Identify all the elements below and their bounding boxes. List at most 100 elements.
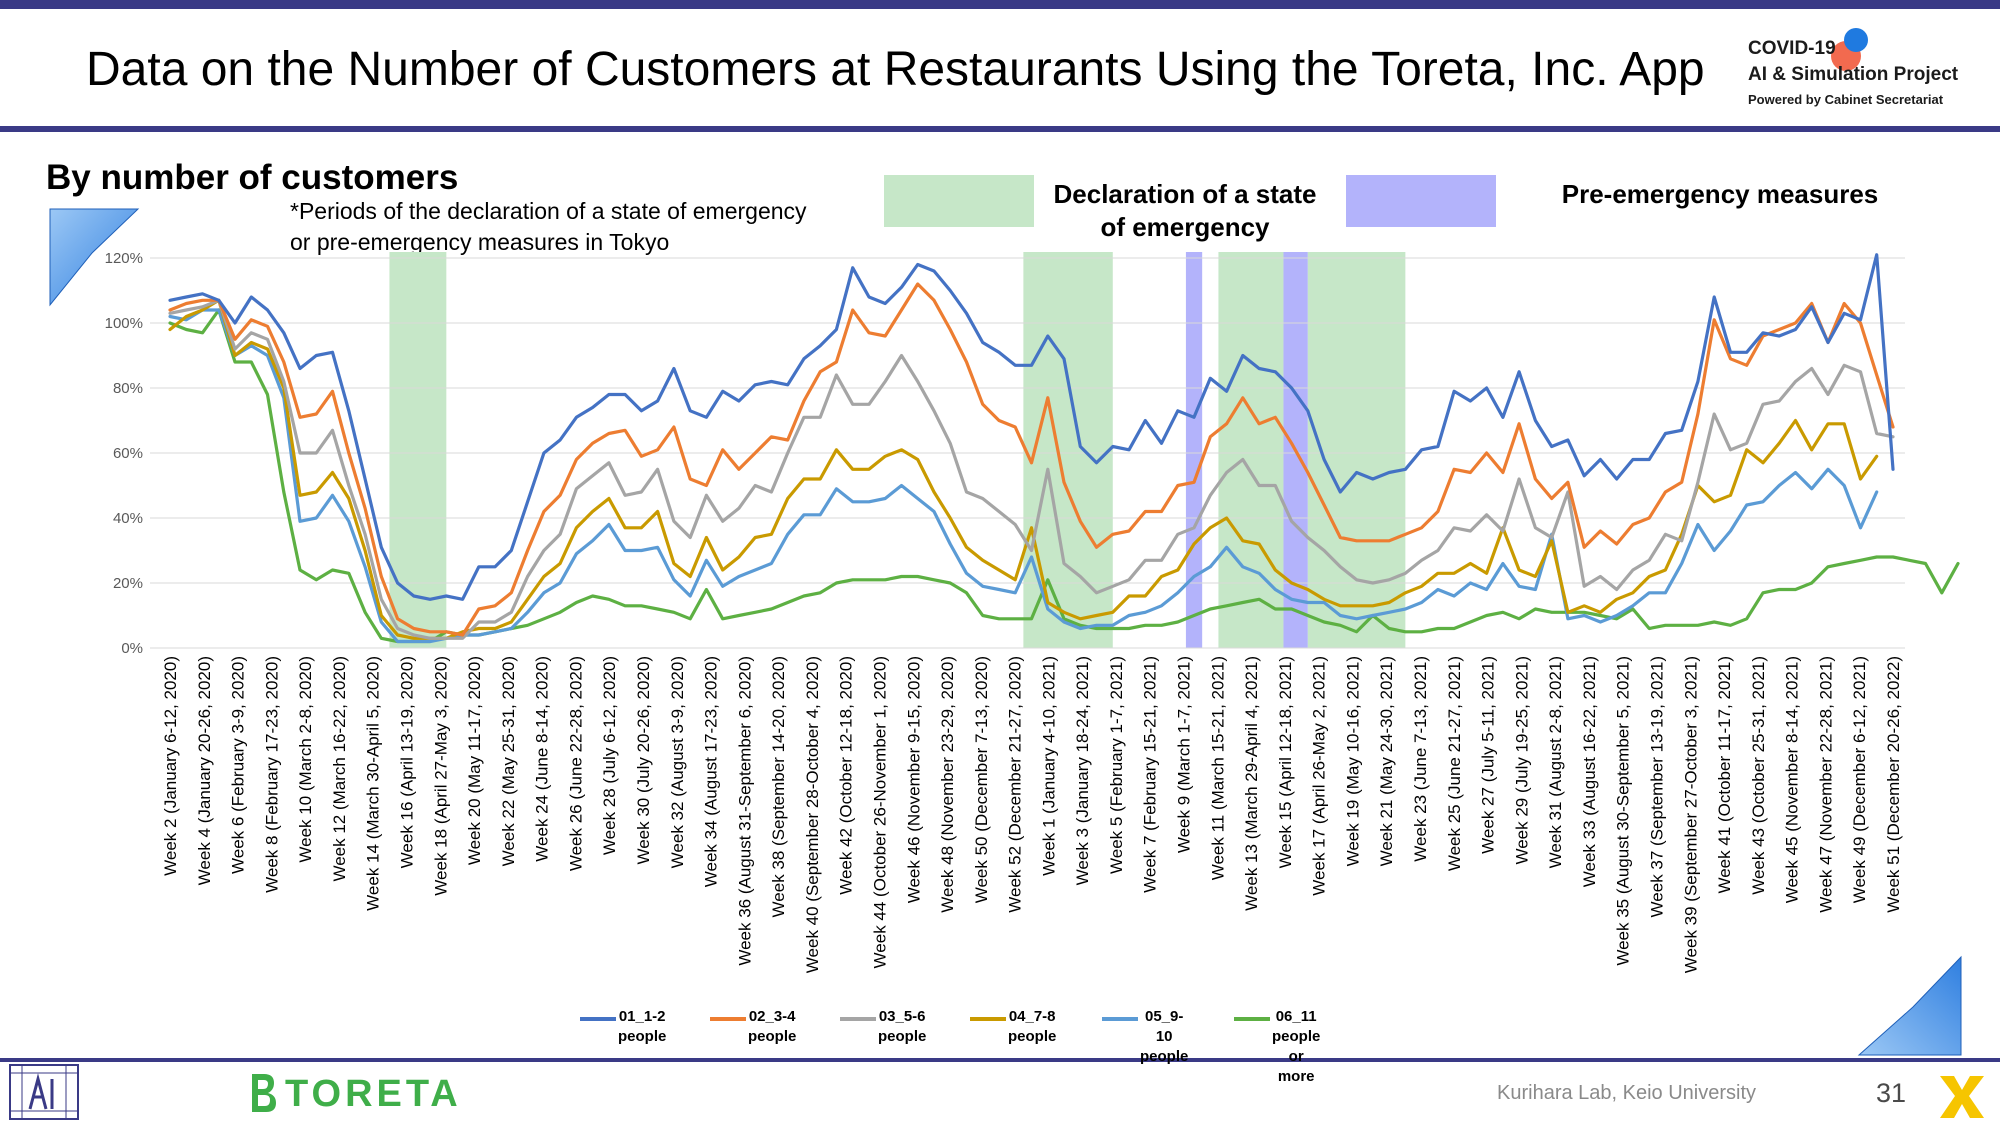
- x-tick-label: Week 37 (September 13-19, 2021): [1648, 656, 1667, 917]
- x-tick-label: Week 7 (February 15-21, 2021): [1141, 656, 1160, 893]
- series-legend-label-line-2: people: [748, 1028, 797, 1045]
- x-tick-label: Week 9 (March 1-7, 2021): [1175, 656, 1194, 853]
- y-tick-label: 120%: [105, 250, 143, 267]
- x-tick-label: Week 33 (August 16-22, 2021): [1580, 656, 1599, 887]
- page-title: Data on the Number of Customers at Resta…: [86, 43, 1705, 96]
- badge-subtitle: Powered by Cabinet Secretariat: [1748, 92, 1944, 107]
- corner-arrow-top-left-icon: [49, 208, 140, 307]
- emergency-period-band-0: [389, 252, 447, 648]
- top-accent-bar: [0, 0, 2000, 9]
- series-legend-label-line-2: people: [878, 1028, 927, 1045]
- x-tick-label: Week 36 (August 31-September 6, 2020): [735, 656, 754, 966]
- x-tick-label: Week 42 (October 12-18, 2020): [837, 656, 856, 895]
- x-tick-label: Week 15 (April 12-18, 2021): [1276, 656, 1295, 868]
- x-tick-label: Week 27 (July 5-11, 2021): [1479, 656, 1498, 854]
- x-tick-label: Week 41 (October 11-17, 2021): [1715, 656, 1734, 894]
- y-tick-label: 100%: [105, 315, 143, 332]
- x-tick-label: Week 4 (January 20-26, 2020): [195, 656, 214, 885]
- x-tick-label: Week 22 (May 25-31, 2020): [499, 656, 518, 866]
- section-subtitle: By number of customers: [46, 158, 459, 197]
- series-line-4: [168, 298, 1879, 640]
- x-tick-label: Week 21 (May 24-30, 2021): [1377, 656, 1396, 866]
- customers-line-chart: 0% 20% 40% 60% 80% 100% 120% Week 2 (January 6…: [105, 250, 1960, 973]
- x-tick-label: Week 11 (March 15-21, 2021): [1208, 656, 1227, 880]
- x-tick-label: Week 50 (December 7-13, 2020): [972, 656, 991, 903]
- y-tick-label: 80%: [113, 380, 143, 397]
- badge-line-1: COVID-19: [1748, 38, 1836, 59]
- x-tick-label: Week 45 (November 8-14, 2021): [1783, 656, 1802, 903]
- x-tick-label: Week 29 (July 19-25, 2021): [1512, 656, 1531, 865]
- series-legend-label-line-2: people: [1140, 1048, 1189, 1065]
- x-tick-label: Week 24 (June 8-14, 2020): [533, 656, 552, 862]
- emergency-period-band-3: [1218, 252, 1284, 648]
- series-legend-swatch: [1234, 1017, 1270, 1021]
- emergency-legend-line-1: Declaration of a state: [1053, 179, 1317, 209]
- x-tick-label: Week 3 (January 18-24, 2021): [1073, 656, 1092, 885]
- x-tick-label: Week 14 (March 30-April 5, 2020): [364, 656, 383, 911]
- x-tick-label: Week 8 (February 17-23, 2020): [262, 656, 281, 893]
- y-tick-label: 0%: [121, 640, 143, 657]
- series-legend-label: 04_7-8 people: [1008, 1007, 1056, 1047]
- pre-emergency-legend-swatch: [1346, 175, 1496, 227]
- x-tick-label: Week 51 (December 20-26, 2022): [1884, 656, 1903, 913]
- x-tick-label: Week 10 (March 2-8, 2020): [296, 656, 315, 863]
- emergency-period-band-1: [1023, 252, 1113, 648]
- emergency-legend-swatch: [884, 175, 1034, 227]
- period-note-line-2: or pre-emergency measures in Tokyo: [290, 229, 670, 255]
- emergency-period-band-5: [1307, 252, 1406, 648]
- series-legend-swatch: [710, 1017, 746, 1021]
- x-tick-label: Week 6 (February 3-9, 2020): [229, 656, 248, 874]
- lab-logo-icon: [9, 1064, 79, 1120]
- x-tick-label: Week 35 (August 30-September 5, 2021): [1614, 656, 1633, 966]
- badge-title: COVID-19 AI & Simulation Project: [1748, 36, 1958, 88]
- series-legend-swatch: [970, 1017, 1006, 1021]
- x-tick-label: Week 30 (July 20-26, 2020): [634, 656, 653, 865]
- series-legend-label-line-1: 02_3-4: [748, 1008, 796, 1025]
- series-legend-label-line-1: 05_9-10: [1144, 1008, 1184, 1045]
- series-legend-swatch: [1102, 1017, 1138, 1021]
- series-line-1: [168, 253, 1895, 601]
- x-tick-label: Week 26 (June 22-28, 2020): [566, 656, 585, 871]
- title-underline-bar: [0, 126, 2000, 132]
- series-legend-label-line-2: people: [618, 1028, 667, 1045]
- y-axis: 0% 20% 40% 60% 80% 100% 120%: [105, 250, 143, 657]
- series-legend-swatch: [840, 1017, 876, 1021]
- x-tick-label: Week 13 (March 29-April 4, 2021): [1242, 656, 1261, 911]
- pre-emergency-legend-label: Pre-emergency measures: [1561, 179, 1879, 209]
- x-tick-label: Week 52 (December 21-27, 2020): [1006, 656, 1025, 913]
- x-tick-label: Week 48 (November 23-29, 2020): [938, 656, 957, 913]
- x-tick-label: Week 49 (December 6-12, 2021): [1850, 656, 1869, 903]
- x-tick-label: Week 17 (April 26-May 2, 2021): [1310, 656, 1329, 896]
- x-tick-label: Week 31 (August 2-8, 2021): [1546, 656, 1565, 868]
- series-legend-swatch: [580, 1017, 616, 1021]
- badge-dots-icon: [1831, 28, 1868, 71]
- series-legend-label-line-1: 01_1-2: [618, 1008, 666, 1025]
- y-tick-label: 40%: [113, 510, 143, 527]
- y-tick-label: 20%: [113, 575, 143, 592]
- period-note: *Periods of the declaration of a state o…: [290, 196, 807, 258]
- x-tick-label: Week 47 (November 22-28, 2021): [1816, 656, 1835, 913]
- footer-lab-name: Kurihara Lab, Keio University: [1497, 1082, 1757, 1104]
- x-tick-label: Week 46 (November 9-15, 2020): [904, 656, 923, 903]
- x-tick-label: Week 43 (October 25-31, 2021): [1749, 656, 1768, 895]
- series-legend-label-line-1: 03_5-6: [878, 1008, 926, 1025]
- series-legend-label-line-1: 06_11 people: [1272, 1008, 1321, 1045]
- series-line-2: [168, 282, 1895, 637]
- x-tick-label: Week 1 (January 4-10, 2021): [1039, 656, 1058, 876]
- period-note-line-1: *Periods of the declaration of a state o…: [290, 198, 807, 224]
- corner-arrow-bottom-right-icon: [1857, 955, 1962, 1056]
- x-tick-label: Week 18 (April 27-May 3, 2020): [431, 656, 450, 896]
- pre_emergency-period-band-2: [1185, 252, 1203, 648]
- x-tick-label: Week 40 (September 28-October 4, 2020): [803, 656, 822, 973]
- x-tick-label: Week 23 (June 7-13, 2021): [1411, 656, 1430, 862]
- x-tick-label: Week 20 (May 11-17, 2020): [465, 656, 484, 865]
- x-tick-label: Week 25 (June 21-27, 2021): [1445, 656, 1464, 871]
- chart-gridlines: [150, 257, 1905, 649]
- x-tick-label: Week 2 (January 6-12, 2020): [161, 656, 180, 876]
- series-legend-label-line-1: 04_7-8: [1008, 1008, 1056, 1025]
- toreta-brand: TORETA: [285, 1073, 462, 1115]
